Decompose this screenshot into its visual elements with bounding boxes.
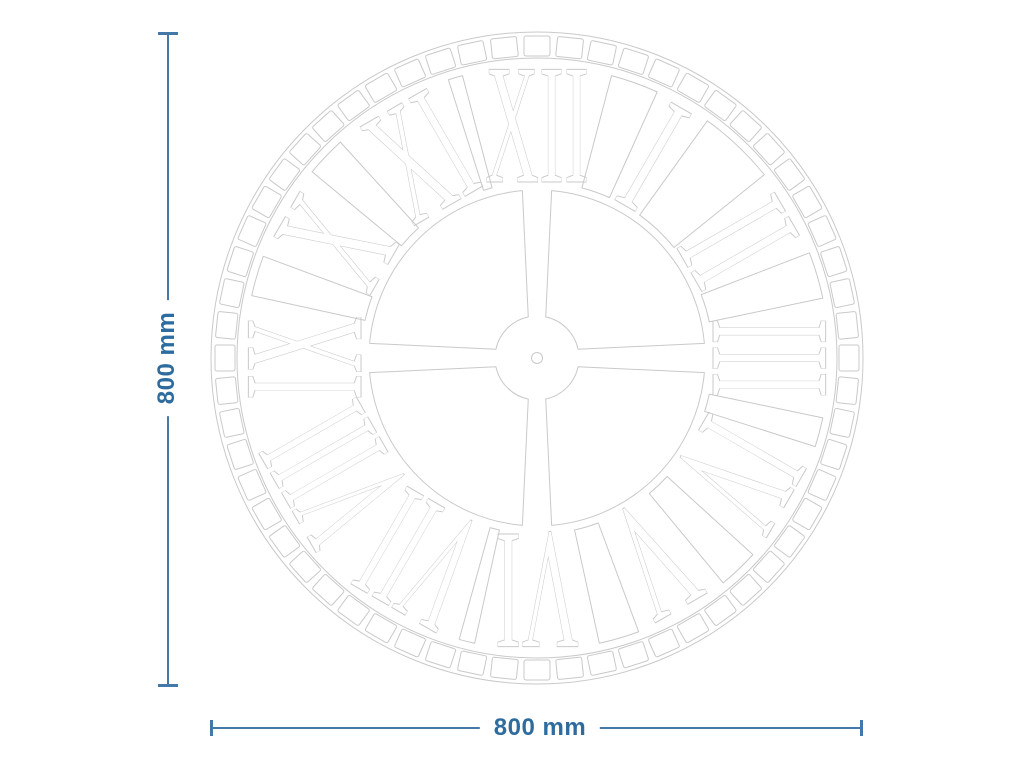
minute-segment [835, 376, 859, 405]
minute-segment [490, 656, 519, 680]
blank-panel [700, 252, 824, 323]
blank-panel [639, 120, 765, 249]
clock-ring-inner-circle [236, 57, 838, 659]
minute-segment [792, 497, 823, 531]
minute-segment [523, 35, 551, 57]
minute-segment [457, 650, 488, 676]
horizontal-dimension-label: 800 mm [479, 712, 601, 744]
blank-panel [574, 522, 640, 644]
clock-outer-circle [210, 31, 864, 685]
minute-segment [237, 215, 267, 247]
minute-segment [829, 407, 855, 438]
minute-segment [829, 278, 855, 309]
minute-segment [617, 47, 649, 75]
minute-segment [807, 469, 837, 501]
minute-segment [523, 659, 551, 681]
horizontal-dimension-cap-right [860, 720, 863, 736]
minute-segment [269, 158, 301, 191]
minute-segment [219, 407, 245, 438]
minute-segment [425, 641, 457, 669]
minute-segment [753, 550, 785, 583]
minute-segment [555, 36, 584, 60]
minute-segment [555, 656, 584, 680]
roman-numeral-6: VI [495, 496, 579, 686]
minute-segment [807, 215, 837, 247]
vertical-dimension-label: 800 mm [151, 299, 183, 417]
blank-panel [251, 255, 373, 321]
vertical-dimension-cap-top [158, 32, 178, 35]
minute-segment [773, 158, 805, 191]
blank-panel [704, 393, 824, 448]
minute-segment [617, 641, 649, 669]
minute-segment [337, 90, 370, 122]
minute-segment [337, 594, 370, 626]
minute-segment [835, 311, 859, 340]
minute-segment [312, 574, 345, 606]
centre-hole [531, 352, 543, 364]
minute-segment [364, 72, 398, 103]
minute-segment [586, 40, 617, 66]
centre-quadrant-cutout [545, 366, 705, 526]
minute-segment [729, 574, 762, 606]
minute-segment [586, 650, 617, 676]
roman-numeral-12: XII [485, 30, 589, 220]
minute-segment [215, 376, 239, 405]
blank-panel [581, 75, 658, 199]
roman-numeral-3: III [675, 318, 865, 398]
minute-segment [237, 469, 267, 501]
roman-numeral-2: II [643, 170, 836, 313]
roman-numeral-1: I [593, 66, 714, 246]
horizontal-dimension-cap-left [210, 720, 213, 736]
centre-quadrant-cutout [369, 366, 529, 526]
minute-segment [792, 185, 823, 219]
minute-segment [269, 525, 301, 558]
minute-segment [490, 36, 519, 60]
minute-segment [219, 278, 245, 309]
blank-panel [311, 141, 419, 247]
minute-segment [648, 58, 680, 88]
minute-segment [820, 246, 848, 278]
blank-panel [458, 527, 500, 644]
minute-segment [289, 133, 321, 166]
blank-panel [648, 476, 754, 584]
minute-segment [676, 72, 710, 103]
minute-segment [226, 438, 254, 470]
minute-segment [364, 613, 398, 644]
minute-segment [251, 185, 282, 219]
minute-segment [394, 628, 426, 658]
minute-segment [251, 497, 282, 531]
minute-segment [838, 344, 860, 372]
minute-segment [704, 594, 737, 626]
minute-segment [753, 133, 785, 166]
centre-quadrant-cutout [369, 190, 529, 350]
minute-segment [457, 40, 488, 66]
minute-segment [648, 628, 680, 658]
centre-quadrant-cutout [545, 190, 705, 350]
minute-segment [394, 58, 426, 88]
roman-numeral-9: IX [209, 316, 399, 400]
vertical-dimension-cap-bottom [158, 684, 178, 687]
minute-segment [215, 311, 239, 340]
minute-segment [312, 110, 345, 142]
minute-segment [676, 613, 710, 644]
minute-segment [214, 344, 236, 372]
minute-segment [729, 110, 762, 142]
minute-segment [289, 550, 321, 583]
minute-segment [704, 90, 737, 122]
minute-segment [820, 438, 848, 470]
minute-segment [773, 525, 805, 558]
minute-segment [425, 47, 457, 75]
blank-panel [447, 75, 493, 191]
minute-segment [226, 246, 254, 278]
